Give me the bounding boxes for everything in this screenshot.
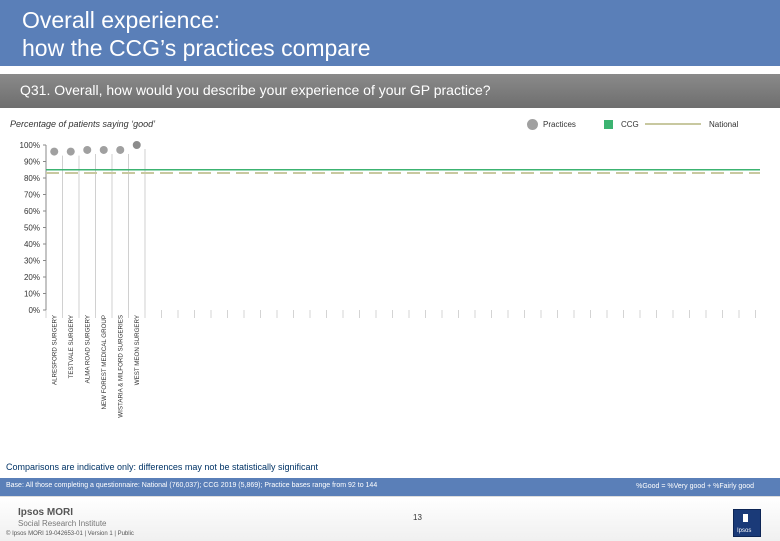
y-tick-label: 30%: [24, 257, 40, 266]
practice-point: [131, 140, 142, 150]
ccg-legend-marker: [604, 119, 613, 129]
y-tick-label: 60%: [24, 207, 40, 216]
practice-point: [116, 145, 125, 154]
question-band: Q31. Overall, how would you describe you…: [0, 74, 780, 108]
base-text: Base: All those completing a questionnai…: [6, 482, 378, 489]
practices-legend-marker: [527, 118, 538, 130]
legend-practices: Practices: [527, 117, 576, 131]
y-tick-label: 70%: [24, 191, 40, 200]
y-tick-label: 0%: [28, 306, 40, 315]
footer: Ipsos MORI Social Research Institute © I…: [0, 496, 780, 541]
ipsos-mori-logo: Ipsos MORI: [18, 507, 74, 518]
social-research-logo: Social Research Institute: [18, 519, 107, 528]
header-banner: Overall experience: how the CCG’s practi…: [0, 0, 780, 66]
ccg-legend-label: CCG: [621, 119, 639, 129]
practice-label: WISTARIA & MILFORD SURGERIES: [117, 315, 124, 418]
practice-point: [99, 145, 108, 154]
reference-lines: [46, 169, 760, 175]
x-axis-labels: ALRESFORD SURGERY TESTVALE SURGERY ALMA RO…: [51, 315, 141, 418]
y-tick-label: 90%: [24, 158, 40, 167]
ipsos-brand-text: Ipsos: [737, 528, 752, 534]
practice-point: [66, 147, 75, 156]
y-tick-label: 50%: [24, 224, 40, 233]
practice-point: [83, 145, 92, 154]
question-text: Q31. Overall, how would you describe you…: [20, 82, 491, 98]
legend-ccg: CCG: [604, 117, 639, 131]
practice-label: NEW FOREST MEDICAL GROUP: [101, 315, 108, 410]
good-definition: %Good = %Very good + %Fairly good: [636, 483, 754, 490]
y-tick-label: 10%: [24, 290, 40, 299]
y-tick-label: 40%: [24, 240, 40, 249]
practice-label: TESTVALE SURGERY: [68, 315, 75, 378]
base-bar: Base: All those completing a questionnai…: [0, 478, 780, 496]
legend-national: National: [645, 117, 738, 131]
y-axis: 0% 10% 20% 30% 40% 50% 60% 70% 80% 90% 100%: [20, 141, 47, 315]
chart-subtitle: Percentage of patients saying ‘good’: [10, 119, 156, 129]
national-legend-marker: [645, 123, 701, 125]
page-title: Overall experience: how the CCG’s practi…: [22, 7, 371, 61]
y-tick-label: 20%: [24, 273, 40, 282]
y-tick-label: 80%: [24, 174, 40, 183]
y-tick-label: 100%: [20, 141, 40, 150]
significance-note: Comparisons are indicative only: differe…: [6, 462, 318, 472]
practice-label: WEST MEON SURGERY: [134, 315, 141, 385]
page-number: 13: [413, 513, 422, 522]
practices-legend-label: Practices: [543, 119, 576, 129]
practice-label: ALMA ROAD SURGERY: [84, 315, 91, 383]
practice-chart: 0% 10% 20% 30% 40% 50% 60% 70% 80% 90% 100% ALRESF…: [20, 140, 760, 418]
practice-point: [50, 147, 59, 156]
ipsos-brand-icon: Ipsos: [733, 509, 761, 537]
practice-points: [50, 140, 142, 156]
category-dividers: [45, 149, 756, 318]
copyright-text: © Ipsos MORI 19-042653-01 | Version 1 | …: [6, 531, 134, 537]
national-legend-label: National: [709, 119, 739, 129]
practice-label: ALRESFORD SURGERY: [51, 315, 58, 385]
